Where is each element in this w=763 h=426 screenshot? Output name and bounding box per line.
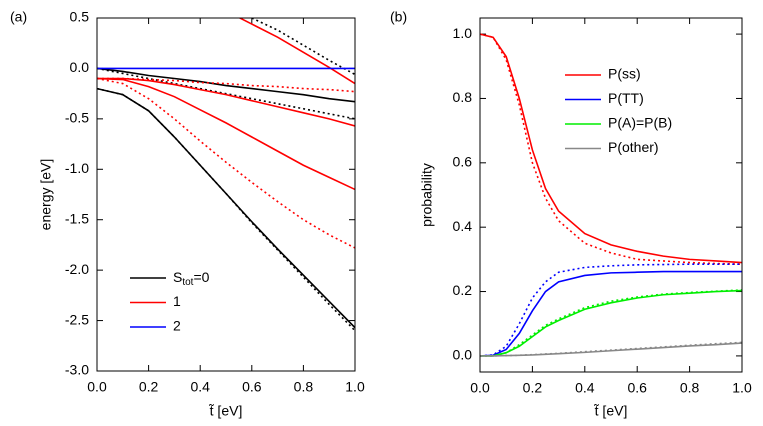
panel-label: (a) <box>10 9 27 25</box>
data-line <box>97 67 355 120</box>
y-tick-label: 1.0 <box>453 25 473 41</box>
data-line <box>480 33 742 264</box>
y-tick-label: 0.0 <box>70 59 90 75</box>
y-tick-label: 0.8 <box>453 89 473 105</box>
y-tick-label: 0.6 <box>453 154 473 170</box>
legend-label: Stot=0 <box>173 269 210 288</box>
y-tick-label: -2.0 <box>65 261 89 277</box>
x-tick-label: 0.6 <box>627 380 647 396</box>
legend-text-part: S <box>173 269 182 285</box>
data-line <box>480 263 742 357</box>
x-tick-label: 0.2 <box>523 380 543 396</box>
legend-label: 2 <box>173 318 181 334</box>
x-axis-label: t̃ [eV] <box>208 403 242 419</box>
data-line <box>480 270 742 357</box>
y-tick-label: 0.2 <box>453 282 473 298</box>
legend-label: P(other) <box>608 139 659 155</box>
data-line <box>97 87 355 332</box>
plot-frame <box>479 17 743 373</box>
legend-text-part: =0 <box>193 269 209 285</box>
data-line <box>251 18 355 76</box>
x-tick-label: 0.2 <box>139 379 159 395</box>
x-tick-label: 0.6 <box>242 379 262 395</box>
data-line <box>97 77 355 191</box>
legend-label: 1 <box>173 293 181 309</box>
y-tick-label: -1.0 <box>65 160 89 176</box>
y-tick-label: -3.0 <box>65 362 89 378</box>
legend-text-part: tot <box>182 277 193 288</box>
x-tick-label: 0.8 <box>294 379 314 395</box>
data-line <box>97 87 355 329</box>
x-tick-label: 0.4 <box>190 379 210 395</box>
data-line <box>97 77 355 93</box>
data-line <box>97 77 355 127</box>
y-tick-label: -2.5 <box>65 311 89 327</box>
y-tick-label: -0.5 <box>65 110 89 126</box>
legend-label: P(A)=P(B) <box>608 115 672 131</box>
y-tick-label: 0.5 <box>70 9 90 25</box>
y-tick-label: -1.5 <box>65 210 89 226</box>
plot-frame <box>96 17 356 372</box>
y-tick-label: 0.4 <box>453 218 473 234</box>
x-tick-label: 0.0 <box>470 380 490 396</box>
x-tick-label: 1.0 <box>732 380 752 396</box>
legend-label: P(ss) <box>608 66 641 82</box>
y-axis-label: energy [eV] <box>38 159 54 231</box>
x-tick-label: 0.8 <box>680 380 700 396</box>
x-tick-label: 1.0 <box>345 379 365 395</box>
panel-label: (b) <box>390 9 407 25</box>
data-line <box>97 67 355 103</box>
data-line <box>480 341 742 357</box>
data-line <box>480 289 742 357</box>
x-tick-label: 0.0 <box>87 379 107 395</box>
legend-label: P(TT) <box>608 90 644 106</box>
x-tick-label: 0.4 <box>575 380 595 396</box>
y-axis-label: probability <box>419 163 435 227</box>
data-line <box>480 33 742 265</box>
y-tick-label: 0.0 <box>453 347 473 363</box>
data-line <box>97 77 355 249</box>
x-axis-label: t̃ [eV] <box>593 403 627 419</box>
data-line <box>238 18 355 85</box>
